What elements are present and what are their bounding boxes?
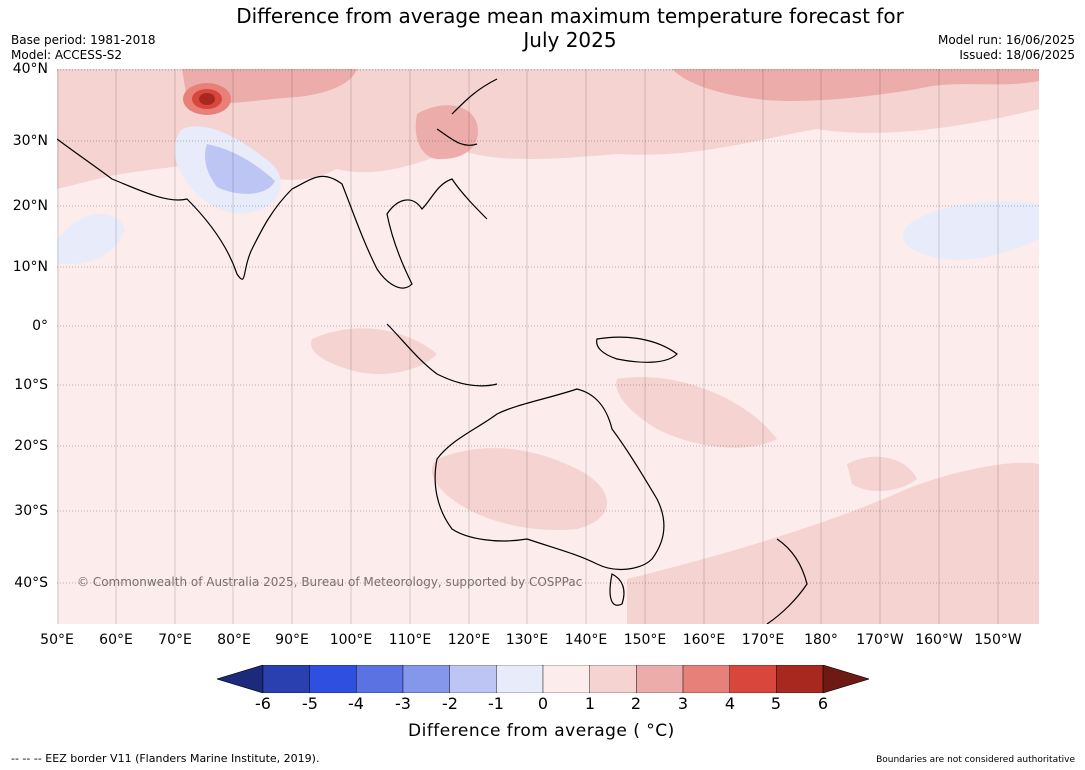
- lon-label-70e: 70°E: [158, 632, 192, 648]
- colorbar-tick: 0: [537, 694, 549, 713]
- coastlines: [57, 78, 808, 624]
- colorbar-tick: -5: [302, 694, 318, 713]
- anomaly-zone-coral-sea: [616, 377, 777, 448]
- title-line-1: Difference from average mean maximum tem…: [236, 4, 904, 28]
- lon-label-100e: 100°E: [329, 632, 373, 648]
- cool-zone-pacific: [902, 201, 1039, 260]
- colorbar-segment: [776, 665, 824, 693]
- colorbar-segment: [402, 665, 450, 693]
- lon-label-130e: 130°E: [505, 632, 549, 648]
- lat-label-20n: 20°N: [12, 198, 48, 214]
- colorbar-tick: -6: [255, 694, 271, 713]
- cool-zone-india-core: [205, 144, 275, 194]
- title-line-2: July 2025: [523, 28, 617, 52]
- lat-label-20s: 20°S: [14, 438, 48, 454]
- lon-label-110e: 110°E: [388, 632, 432, 648]
- colorbar-tick: 1: [584, 694, 596, 713]
- meta-right: Model run: 16/06/2025 Issued: 18/06/2025: [938, 33, 1075, 63]
- colorbar-segment: [729, 665, 777, 693]
- lat-label-10s: 10°S: [14, 377, 48, 393]
- colorbar-segment: [449, 665, 497, 693]
- coast-china: [436, 78, 498, 146]
- lon-label-80e: 80°E: [217, 632, 251, 648]
- eez-note: -- -- -- EEZ border V11 (Flanders Marine…: [11, 752, 320, 765]
- anomaly-zone-australia: [432, 448, 607, 530]
- lon-label-120e: 120°E: [447, 632, 491, 648]
- model-name: Model: ACCESS-S2: [11, 48, 123, 62]
- map-canvas: [57, 69, 1039, 624]
- base-period: Base period: 1981-2018: [11, 33, 156, 47]
- hotspot-core: [199, 93, 215, 105]
- colorbar-tick: -4: [348, 694, 364, 713]
- anomaly-zone-indonesia: [311, 328, 437, 374]
- copyright-text: © Commonwealth of Australia 2025, Bureau…: [77, 575, 583, 589]
- coast-new-guinea: [596, 336, 678, 363]
- colorbar-segment: [682, 665, 730, 693]
- lon-label-140e: 140°E: [564, 632, 608, 648]
- lon-label-180: 180°: [804, 632, 838, 648]
- lon-label-150w: 150°W: [974, 632, 1022, 648]
- colorbar-segment: [496, 665, 544, 693]
- lon-label-60e: 60°E: [99, 632, 133, 648]
- colorbar-tick: -2: [442, 694, 458, 713]
- lat-label-30n: 30°N: [12, 133, 48, 149]
- lon-label-170w: 170°W: [856, 632, 904, 648]
- colorbar-tick: -1: [488, 694, 504, 713]
- colorbar-segment: [356, 665, 404, 693]
- boundaries-note: Boundaries are not considered authoritat…: [876, 755, 1075, 765]
- colorbar-tick: 4: [724, 694, 736, 713]
- model-run: Model run: 16/06/2025: [937, 33, 1075, 47]
- coast-tasmania: [609, 573, 625, 606]
- lon-label-160e: 160°E: [682, 632, 726, 648]
- coast-australia: [434, 388, 665, 571]
- anomaly-zone-china: [415, 105, 478, 160]
- coast-sumatra-java: [386, 323, 498, 387]
- colorbar-tick: -3: [395, 694, 411, 713]
- colorbar-tick: 6: [817, 694, 829, 713]
- lat-label-10n: 10°N: [12, 259, 48, 275]
- anomaly-zone-siberia: [672, 69, 1039, 101]
- colorbar-label: Difference from average ( °C): [408, 721, 675, 741]
- anomaly-zone-tasman: [627, 462, 1039, 624]
- colorbar-segment: [309, 665, 357, 693]
- colorbar-tick: 2: [630, 694, 642, 713]
- colorbar-segment: [542, 665, 590, 693]
- anomaly-zone-fiji: [847, 456, 917, 491]
- colorbar-tick: 3: [677, 694, 689, 713]
- lon-label-160w: 160°W: [915, 632, 963, 648]
- lon-label-90e: 90°E: [275, 632, 309, 648]
- map-title: Difference from average mean maximum tem…: [200, 4, 940, 52]
- lat-label-0: 0°: [32, 318, 48, 334]
- lat-label-40n: 40°N: [12, 61, 48, 77]
- lon-label-150e: 150°E: [623, 632, 667, 648]
- colorbar-segment: [262, 665, 310, 693]
- colorbar-tick: 5: [770, 694, 782, 713]
- forecast-map: [57, 69, 1039, 624]
- colorbar-segment: [636, 665, 684, 693]
- lat-label-30s: 30°S: [14, 503, 48, 519]
- coast-asia: [57, 138, 488, 289]
- lon-gridlines: [57, 69, 999, 624]
- lon-label-50e: 50°E: [40, 632, 74, 648]
- colorbar-arrow-high: [822, 665, 869, 693]
- meta-left: Base period: 1981-2018 Model: ACCESS-S2: [11, 33, 156, 63]
- issued-date: Issued: 18/06/2025: [959, 48, 1075, 62]
- colorbar-arrow-low: [217, 665, 264, 693]
- colorbar-segment: [589, 665, 637, 693]
- lat-label-40s: 40°S: [14, 575, 48, 591]
- colorbar: [217, 665, 869, 693]
- cool-zone-arabian-sea: [57, 214, 125, 264]
- lon-label-170e: 170°E: [741, 632, 785, 648]
- coast-new-zealand: [766, 538, 808, 624]
